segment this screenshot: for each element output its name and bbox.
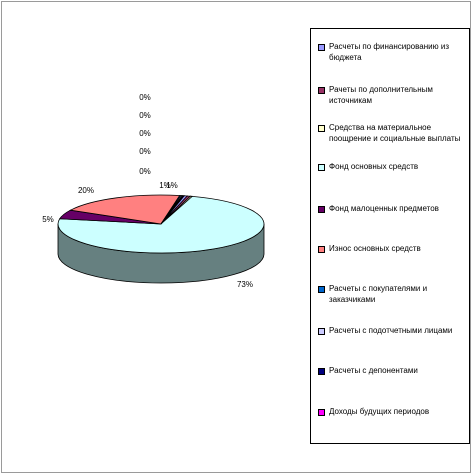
legend-label: Рачеты по дополнительным источникам	[329, 85, 433, 105]
legend-item: Расчеты с подотчетными лицами	[318, 325, 468, 336]
legend-label: Расчеты с депонентами	[329, 366, 418, 375]
data-label: 73%	[237, 280, 253, 289]
legend-label: Фонд малоценнык предметов	[329, 204, 439, 213]
legend-swatch	[318, 44, 325, 51]
data-labels: 1%1% 0% 73% 5% 20% 0% 0% 0% 0%	[42, 93, 253, 289]
pie-slice	[69, 194, 181, 225]
pie-slice	[160, 195, 185, 225]
pie-tops	[57, 194, 265, 254]
legend-item: Фонд основных средств	[318, 161, 468, 172]
legend-item: Расчеты с покупателями и заказчиками	[318, 283, 468, 305]
legend-swatch	[318, 164, 325, 171]
legend-swatch	[318, 286, 325, 293]
legend-label: Средства на материальное поощрение и соц…	[329, 123, 461, 143]
data-label: 0%	[139, 167, 151, 176]
legend-swatch	[318, 246, 325, 253]
legend-swatch	[318, 206, 325, 213]
legend-item: Износ основных средств	[318, 243, 468, 254]
pie-slice	[57, 195, 265, 254]
legend-swatch	[318, 368, 325, 375]
legend-item: Фонд малоценнык предметов	[318, 203, 468, 214]
legend-swatch	[318, 328, 325, 335]
legend-label: Расчеты по финансированию из бюджета	[329, 42, 449, 62]
legend-item: Средства на материальное поощрение и соц…	[318, 122, 468, 144]
legend-item: Расчеты с депонентами	[318, 365, 468, 376]
legend-swatch	[318, 409, 325, 416]
data-label: 0%	[139, 93, 151, 102]
data-label: 0%	[139, 129, 151, 138]
data-label: 5%	[42, 215, 54, 224]
data-label: 0%	[139, 111, 151, 120]
legend-item: Расчеты по финансированию из бюджета	[318, 41, 468, 63]
data-label: 1%	[159, 181, 171, 190]
data-label: 1%	[166, 181, 178, 190]
legend-label: Фонд основных средств	[329, 162, 419, 171]
data-label: 0%	[139, 147, 151, 156]
legend-label: Расчеты с подотчетными лицами	[329, 326, 453, 335]
legend-label: Износ основных средств	[329, 244, 421, 253]
data-label: 20%	[78, 186, 94, 195]
legend-label: Доходы будущих периодов	[329, 407, 430, 416]
legend-swatch	[318, 125, 325, 132]
legend: Расчеты по финансированию из бюджета Рач…	[310, 28, 470, 444]
legend-label: Расчеты с покупателями и заказчиками	[329, 284, 428, 304]
legend-swatch	[318, 87, 325, 94]
pie-chart: 1%1% 0% 73% 5% 20% 0% 0% 0% 0%	[42, 93, 265, 289]
legend-item: Доходы будущих периодов	[318, 406, 468, 417]
legend-item: Рачеты по дополнительным источникам	[318, 84, 468, 106]
